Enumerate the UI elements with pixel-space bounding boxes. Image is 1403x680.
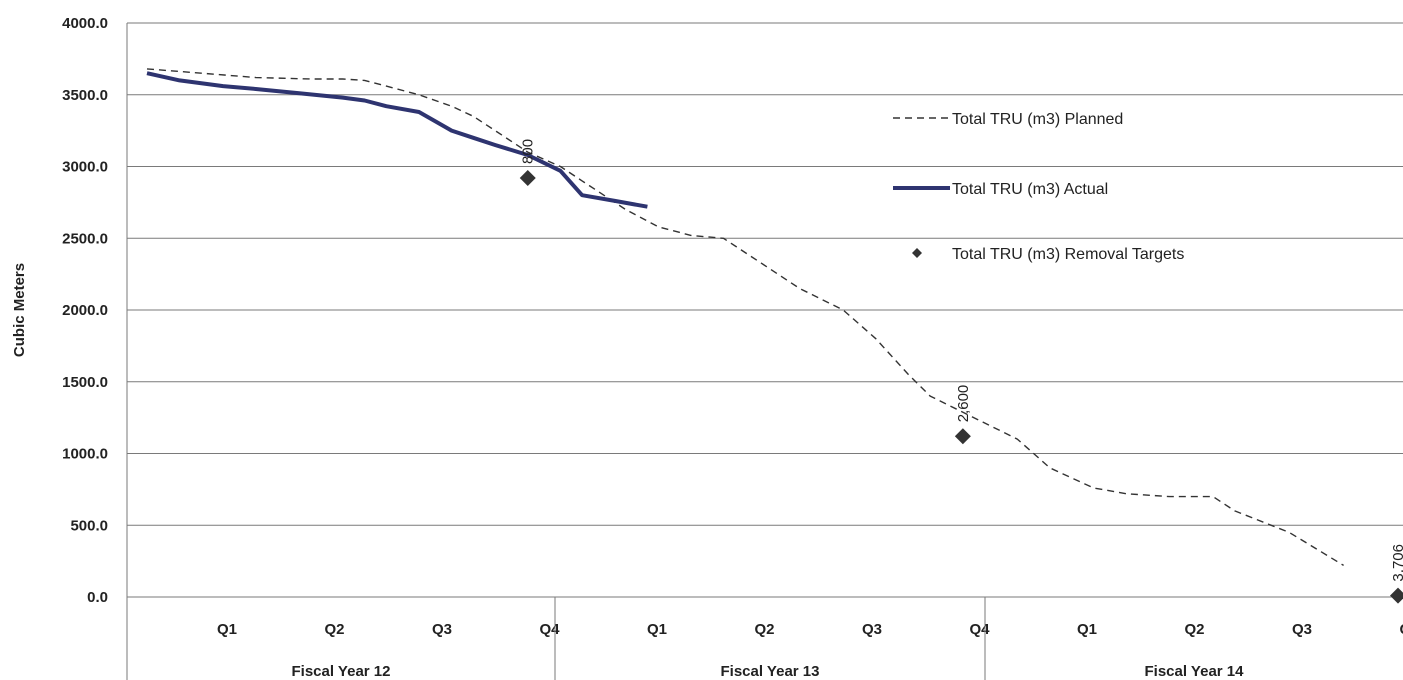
planned-line — [146, 68, 1344, 566]
target-marker — [519, 169, 536, 186]
target-data-label: 800 — [520, 139, 537, 164]
x-tick-label: Q2 — [324, 621, 344, 638]
x-axis: Q1 Q2 Q3 Q4 Q1 Q2 Q3 Q4 Q1 Q2 Q3 Q4 Fiscal Year 12 Fi… — [217, 597, 1403, 680]
legend-swatch-targets — [912, 248, 922, 258]
y-tick-label: 4000.0 — [62, 15, 108, 32]
x-tick-label: Q2 — [1184, 621, 1204, 638]
x-tick-label: Q3 — [862, 621, 882, 638]
legend-entry: Total TRU (m3) Actual — [952, 181, 1108, 198]
group-label: Fiscal Year 14 — [1145, 663, 1245, 680]
x-tick-label: Q3 — [432, 621, 452, 638]
group-label: Fiscal Year 13 — [721, 663, 820, 680]
x-tick-label: Q1 — [1077, 621, 1097, 638]
target-marker — [1390, 587, 1403, 604]
legend: Total TRU (m3) Planned Total TRU (m3) Act… — [893, 111, 1184, 263]
x-tick-label: Q4 — [1399, 621, 1403, 638]
x-tick-label: Q1 — [647, 621, 667, 638]
y-tick-label: 3000.0 — [62, 159, 108, 176]
x-tick-label: Q4 — [969, 621, 990, 638]
x-tick-label: Q1 — [217, 621, 237, 638]
x-tick-label: Q3 — [1292, 621, 1312, 638]
y-tick-label: 1500.0 — [62, 374, 108, 391]
y-tick-label: 3500.0 — [62, 87, 108, 104]
x-tick-label: Q4 — [539, 621, 560, 638]
legend-entry: Total TRU (m3) Planned — [952, 111, 1123, 128]
gridlines — [126, 22, 1403, 680]
target-data-label: 2,600 — [955, 385, 972, 423]
group-label: Fiscal Year 12 — [292, 663, 391, 680]
data-labels: 800 2,600 3,706 — [520, 139, 1403, 582]
y-tick-label: 500.0 — [70, 517, 108, 534]
legend-entry: Total TRU (m3) Removal Targets — [952, 246, 1184, 263]
actual-line — [146, 71, 648, 209]
y-tick-label: 0.0 — [87, 589, 108, 606]
x-tick-label: Q2 — [754, 621, 774, 638]
target-data-label: 3,706 — [1390, 544, 1403, 582]
y-tick-label: 1000.0 — [62, 446, 108, 463]
y-tick-label: 2500.0 — [62, 230, 108, 247]
series — [146, 68, 1403, 604]
y-tick-label: 2000.0 — [62, 302, 108, 319]
y-axis-ticks: 4000.0 3500.0 3000.0 2500.0 2000.0 1500.0 1000… — [62, 15, 108, 606]
target-marker — [954, 428, 971, 445]
y-axis-label: Cubic Meters — [11, 263, 28, 357]
